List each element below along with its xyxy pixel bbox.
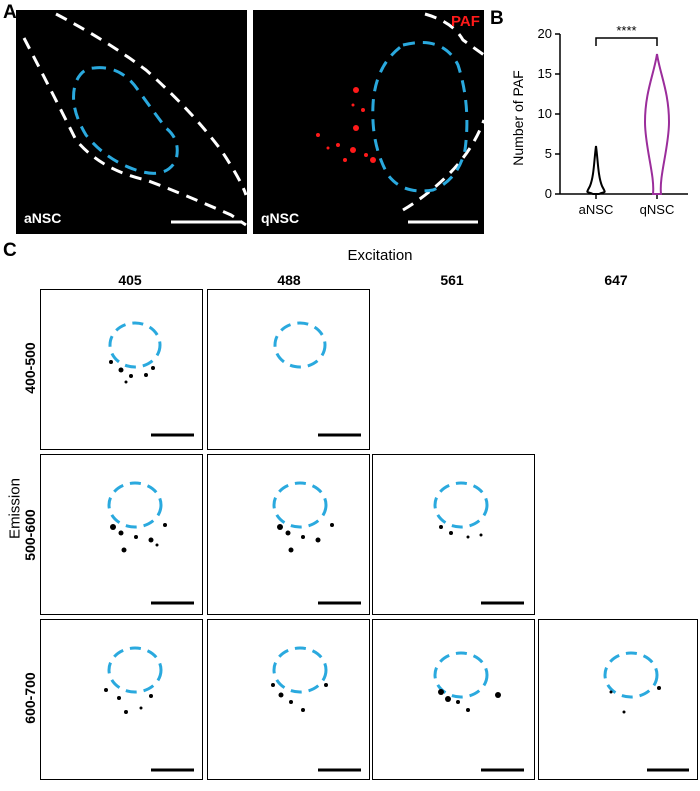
tile-drawing (107, 481, 194, 605)
anc-cell-outline (55, 12, 247, 196)
qnsc-label: qNSC (261, 210, 300, 226)
tile-drawing (272, 481, 361, 605)
excitation-title: Excitation (347, 247, 413, 264)
tile-drawing (433, 481, 524, 605)
qnsc-cell-outline (424, 12, 484, 57)
emission-400-500: 400-500 (22, 342, 38, 394)
excitation-488: 488 (277, 272, 301, 288)
panel-a-letter: A (3, 2, 17, 23)
panel-b-letter: B (490, 8, 504, 29)
significance-bracket (595, 37, 658, 46)
tile-drawing (433, 651, 524, 772)
tile-405-400-500 (40, 289, 203, 450)
tile-405-500-600 (40, 454, 203, 615)
violin-chart: 0 5 10 15 20 aNSC qNSC **** (538, 23, 688, 217)
significance-label: **** (616, 23, 636, 38)
anc-label: aNSC (24, 210, 62, 226)
panel-c-letter: C (3, 240, 17, 261)
y-tick-label: 0 (545, 186, 552, 201)
x-tick-label: aNSC (579, 202, 614, 217)
tile-drawing (603, 651, 689, 772)
excitation-647: 647 (604, 272, 628, 288)
tile-drawing (271, 646, 361, 772)
tile-drawing (104, 646, 194, 772)
violin-aNSC (586, 145, 606, 195)
violin-qNSC (643, 53, 671, 195)
y-tick-label: 10 (538, 106, 552, 121)
tile-647-600-700 (538, 619, 698, 780)
qnsc-cell-outline-lower (402, 119, 484, 212)
emission-600-700: 600-700 (22, 672, 38, 724)
tile-561-600-700 (372, 619, 535, 780)
y-tick-label: 20 (538, 26, 552, 41)
tile-drawing (108, 321, 194, 437)
qnsc-nucleus-outline (371, 41, 469, 193)
paf-puncta (316, 87, 376, 163)
excitation-561: 561 (440, 272, 464, 288)
y-tick-label: 15 (538, 66, 552, 81)
y-tick-label: 5 (545, 146, 552, 161)
tile-488-500-600 (207, 454, 370, 615)
anc-outline-drawing (22, 12, 247, 227)
emission-500-600: 500-600 (22, 509, 38, 561)
qnsc-micrograph: PAF qNSC (253, 10, 484, 234)
tile-488-400-500 (207, 289, 370, 450)
paf-label: PAF (451, 13, 480, 30)
qnsc-outline-drawing (316, 12, 484, 224)
tile-488-600-700 (207, 619, 370, 780)
x-tick-label: qNSC (640, 202, 675, 217)
excitation-405: 405 (118, 272, 142, 288)
anc-micrograph: aNSC (16, 10, 247, 234)
tile-561-500-600 (372, 454, 535, 615)
tile-405-600-700 (40, 619, 203, 780)
tile-drawing (273, 321, 361, 437)
anc-cell-outline-lower (22, 37, 247, 227)
emission-title: Emission (6, 478, 24, 539)
